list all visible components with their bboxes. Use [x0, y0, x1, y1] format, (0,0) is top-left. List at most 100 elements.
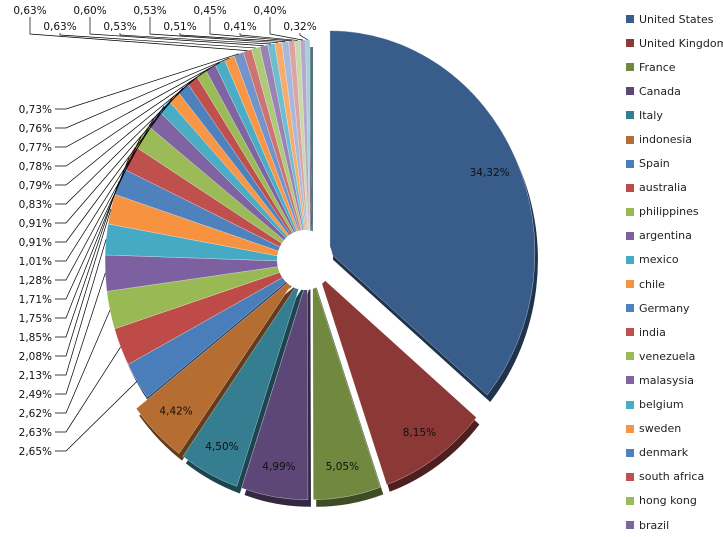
legend-label: india [639, 325, 666, 339]
legend-label: argentina [639, 229, 692, 243]
leader-line [119, 33, 272, 45]
legend-label: Canada [639, 84, 681, 98]
legend-label: brazil [639, 518, 670, 532]
data-label: 0,83% [19, 199, 52, 211]
data-label: 0,79% [19, 180, 52, 192]
legend-swatch [626, 352, 634, 361]
leader-line [55, 157, 130, 319]
data-labels: 34,32% 8,15% 5,05% 4,99% 4,50% 4,42% 2,65% 2,63… [13, 5, 509, 473]
legend-label: United States [639, 12, 714, 26]
leader-lines [29, 17, 309, 452]
legend-swatch [626, 231, 634, 240]
legend-item: venezuela [626, 344, 723, 368]
data-label: 2,65% [19, 446, 52, 458]
legend-swatch [626, 424, 634, 433]
pie-slices [104, 30, 536, 500]
data-label: 0,32% [283, 21, 316, 33]
leader-line [55, 239, 107, 376]
data-label: 0,40% [253, 5, 286, 17]
leader-line [55, 79, 193, 205]
leader-line [29, 17, 248, 51]
legend-label: Spain [639, 157, 670, 171]
legend-label: France [639, 60, 676, 74]
leader-line [55, 310, 111, 414]
legend-item: brazil [626, 513, 723, 537]
slice-united-kingdom[interactable] [318, 274, 477, 485]
leader-line [55, 381, 138, 452]
slice-indonesia[interactable] [136, 273, 299, 454]
leader-line [55, 118, 154, 281]
legend-item: Germany [626, 296, 723, 320]
legend-label: hong kong [639, 494, 697, 508]
legend-label: indonesia [639, 133, 693, 147]
leader-line [179, 33, 286, 42]
pie-center [277, 230, 333, 290]
data-label: 0,60% [73, 5, 106, 17]
slice-italy[interactable] [182, 276, 303, 487]
legend-swatch [626, 255, 634, 264]
data-label: 0,63% [43, 21, 76, 33]
legend-swatch [626, 135, 634, 144]
legend-swatch [626, 183, 634, 192]
legend-label: sweden [639, 422, 682, 436]
legend-swatch [626, 448, 634, 457]
data-label: 4,42% [159, 406, 192, 418]
pie-chart: 34,32% 8,15% 5,05% 4,99% 4,50% 4,42% 2,65% 2,63… [13, 5, 538, 507]
legend-item: chile [626, 272, 723, 296]
legend-label: philippines [639, 205, 699, 219]
legend-item: belgium [626, 393, 723, 417]
data-label: 1,75% [19, 313, 52, 325]
leader-line [55, 67, 211, 167]
data-label: 0,91% [19, 237, 52, 249]
legend-label: belgium [639, 398, 684, 412]
data-label: 0,51% [163, 21, 196, 33]
legend-item: malasysia [626, 368, 723, 392]
leader-line [55, 57, 230, 129]
legend-label: mexico [639, 253, 679, 267]
legend-item: mexico [626, 248, 723, 272]
leader-line [55, 346, 121, 433]
legend-label: United Kingdom [639, 36, 723, 50]
legend-swatch [626, 159, 634, 168]
data-label: 0,78% [19, 161, 52, 173]
legend-item: hong kong [626, 489, 723, 513]
data-label: 34,32% [470, 167, 510, 179]
legend-swatch [626, 304, 634, 313]
legend-swatch [626, 496, 634, 505]
legend-label: south africa [639, 470, 705, 484]
data-label: 0,73% [19, 104, 52, 116]
leader-line [299, 33, 309, 41]
legend-item: United States [626, 7, 723, 31]
leader-line [55, 96, 174, 243]
slice-united-states[interactable] [329, 30, 536, 396]
leader-line [55, 181, 120, 338]
data-label: 0,91% [19, 218, 52, 230]
data-label: 2,63% [19, 427, 52, 439]
leader-line [55, 73, 202, 186]
leader-line [269, 17, 304, 41]
legend-swatch [626, 63, 634, 72]
legend-item: argentina [626, 224, 723, 248]
slice-canada[interactable] [241, 277, 309, 500]
data-label: 2,08% [19, 351, 52, 363]
slice-france[interactable] [312, 277, 381, 500]
legend-swatch [626, 87, 634, 96]
legend-swatch [626, 400, 634, 409]
legend-swatch [626, 376, 634, 385]
data-label: 2,62% [19, 408, 52, 420]
legend-swatch [626, 15, 634, 24]
data-label: 5,05% [326, 461, 359, 473]
legend-label: australia [639, 181, 687, 195]
legend-swatch [626, 472, 634, 481]
leader-line [55, 53, 239, 110]
data-label: 1,01% [19, 256, 52, 268]
leader-line [55, 273, 106, 395]
legend-item: Canada [626, 79, 723, 103]
leader-line [209, 17, 292, 42]
legend-label: chile [639, 277, 665, 291]
data-label: 0,45% [193, 5, 226, 17]
data-label: 8,15% [403, 427, 436, 439]
data-label: 1,71% [19, 294, 52, 306]
legend-item: denmark [626, 441, 723, 465]
data-label: 0,76% [19, 123, 52, 135]
